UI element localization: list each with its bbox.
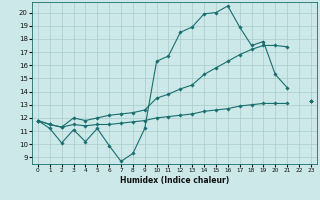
- X-axis label: Humidex (Indice chaleur): Humidex (Indice chaleur): [120, 176, 229, 185]
